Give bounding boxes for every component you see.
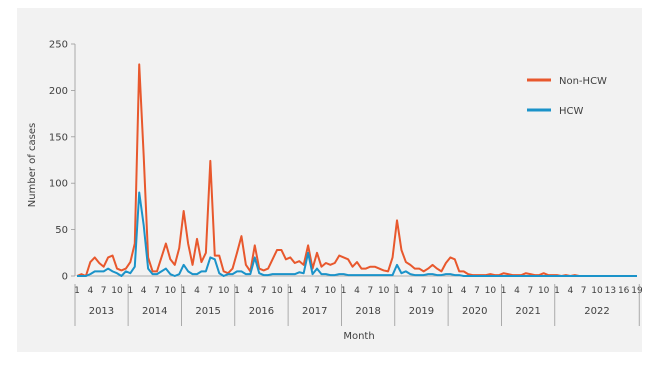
year-label: 2017 xyxy=(302,306,327,317)
legend: Non-HCW HCW xyxy=(527,76,607,117)
x-tick-label: 7 xyxy=(101,286,107,296)
x-tick-label: 10 xyxy=(218,286,230,296)
series-layer xyxy=(76,63,637,277)
x-tick-label: 10 xyxy=(431,286,443,296)
year-label: 2013 xyxy=(89,306,114,317)
x-tick-label: 7 xyxy=(261,286,267,296)
x-tick-label: 10 xyxy=(111,286,123,296)
x-tick-label: 1 xyxy=(127,286,133,296)
year-label: 2021 xyxy=(515,306,540,317)
y-tick-label: 200 xyxy=(49,86,68,97)
year-label: 2015 xyxy=(195,306,220,317)
x-tick-label: 4 xyxy=(567,286,573,296)
y-tick-label: 100 xyxy=(49,179,68,190)
x-tick-label: 10 xyxy=(271,286,283,296)
x-tick-label: 4 xyxy=(354,286,360,296)
year-label: 2018 xyxy=(355,306,380,317)
y-tick-label: 250 xyxy=(49,40,68,51)
x-tick-label: 7 xyxy=(421,286,427,296)
x-tick-label: 10 xyxy=(165,286,177,296)
x-tick-label: 4 xyxy=(514,286,520,296)
y-tick-label: 0 xyxy=(62,272,68,283)
year-label: 2014 xyxy=(142,306,167,317)
x-tick-label: 1 xyxy=(501,286,507,296)
chart-panel: 0 50 100 150 200 250 1 4 7 10 1 4 7 10 1 4 7 10 1 4 7 10 1 4 7 1… xyxy=(17,8,643,352)
x-tick-label: 7 xyxy=(314,286,320,296)
year-label: 2016 xyxy=(249,306,274,317)
x-tick-label: 1 xyxy=(287,286,293,296)
x-axis: 1 4 7 10 1 4 7 10 1 4 7 10 1 4 7 10 1 4 7 10 1 4 7 10 1 4 7 10 1 4 7 10… xyxy=(74,275,643,326)
x-tick-label: 1 xyxy=(447,286,453,296)
x-tick-label: 19 xyxy=(631,286,642,296)
x-tick-label: 4 xyxy=(141,286,147,296)
x-tick-label: 1 xyxy=(554,286,560,296)
x-tick-label: 7 xyxy=(527,286,533,296)
x-tick-label: 4 xyxy=(301,286,307,296)
x-tick-label: 10 xyxy=(325,286,337,296)
x-axis-title: Month xyxy=(343,331,374,342)
y-axis-title: Number of cases xyxy=(27,123,38,207)
year-label: 2022 xyxy=(584,306,609,317)
y-tick-label: 50 xyxy=(55,225,68,236)
x-tick-label: 1 xyxy=(74,286,80,296)
x-tick-label: 4 xyxy=(194,286,200,296)
x-tick-label: 10 xyxy=(485,286,497,296)
legend-label: Non-HCW xyxy=(559,76,607,87)
x-tick-label: 7 xyxy=(474,286,480,296)
y-tick-label: 150 xyxy=(49,132,68,143)
x-tick-label: 16 xyxy=(618,286,630,296)
hcw-series-line xyxy=(77,191,637,277)
x-tick-label: 10 xyxy=(591,286,603,296)
year-label: 2019 xyxy=(409,306,434,317)
x-tick-label: 7 xyxy=(581,286,587,296)
x-tick-label: 10 xyxy=(378,286,390,296)
non-hcw-series-line xyxy=(76,63,637,277)
x-tick-label: 7 xyxy=(154,286,160,296)
x-tick-label: 7 xyxy=(207,286,213,296)
x-tick-label: 1 xyxy=(234,286,240,296)
y-axis: 0 50 100 150 200 250 xyxy=(49,40,76,283)
x-tick-label: 4 xyxy=(407,286,413,296)
legend-label: HCW xyxy=(559,106,584,117)
x-tick-label: 4 xyxy=(247,286,253,296)
x-tick-label: 1 xyxy=(341,286,347,296)
x-tick-label: 4 xyxy=(87,286,93,296)
x-tick-label: 10 xyxy=(538,286,550,296)
x-tick-label: 1 xyxy=(394,286,400,296)
x-tick-label: 7 xyxy=(367,286,373,296)
x-tick-label: 13 xyxy=(605,286,616,296)
x-tick-label: 4 xyxy=(461,286,467,296)
x-tick-label: 1 xyxy=(181,286,187,296)
year-label: 2020 xyxy=(462,306,487,317)
